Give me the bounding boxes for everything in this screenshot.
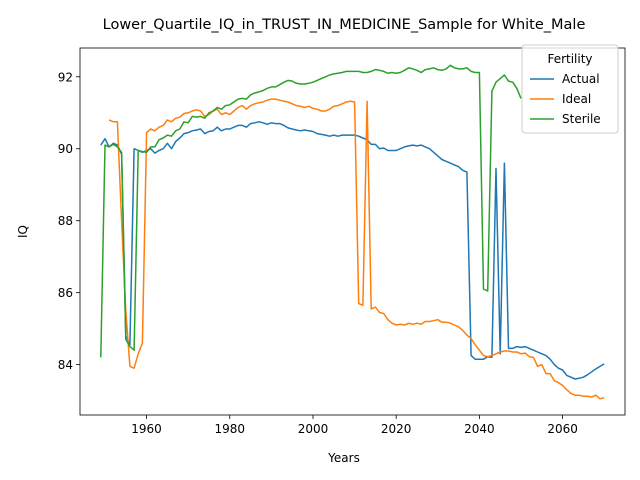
legend-label-ideal: Ideal (562, 92, 591, 106)
y-tick-label: 90 (58, 142, 73, 156)
x-tick-label: 2060 (547, 422, 578, 436)
y-tick-label: 92 (58, 70, 73, 84)
y-tick-label: 86 (58, 286, 73, 300)
x-axis-label: Years (327, 451, 360, 465)
x-tick-label: 2040 (464, 422, 495, 436)
plot-area (79, 47, 626, 416)
y-tick-label: 84 (58, 358, 73, 372)
legend: Fertility Actual Ideal Sterile (521, 44, 619, 134)
y-tick-label: 88 (58, 214, 73, 228)
x-tick-label: 1980 (214, 422, 245, 436)
series-lines (100, 64, 605, 400)
series-line-sterile (100, 64, 522, 358)
series-line-ideal (108, 98, 605, 400)
x-tick-label: 1960 (131, 422, 162, 436)
legend-title: Fertility (547, 52, 592, 66)
series-line-actual (100, 121, 605, 380)
legend-label-actual: Actual (562, 72, 600, 86)
y-axis: 84 86 88 90 92 (58, 70, 80, 372)
legend-box (521, 44, 619, 134)
x-tick-label: 2000 (298, 422, 329, 436)
chart-title: Lower_Quartile_IQ_in_TRUST_IN_MEDICINE_S… (103, 17, 586, 33)
x-axis: 1960 1980 2000 2020 2040 2060 (131, 415, 578, 436)
y-axis-label: IQ (16, 225, 30, 238)
legend-label-sterile: Sterile (562, 112, 601, 126)
x-tick-label: 2020 (381, 422, 412, 436)
